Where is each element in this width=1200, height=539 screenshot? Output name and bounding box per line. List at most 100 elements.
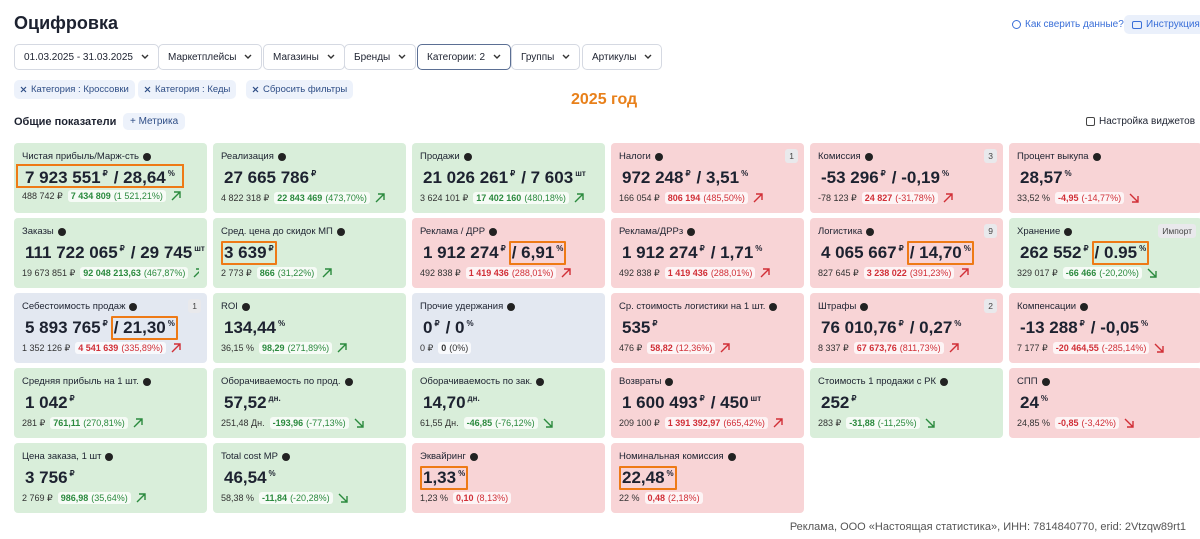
delta-percent: (473,70%) bbox=[325, 193, 367, 203]
main-value: 4 065 667 ₽/ 14,70% bbox=[818, 241, 995, 265]
value-text: / 21,30 bbox=[113, 318, 166, 337]
value-unit: % bbox=[466, 319, 474, 328]
delta-chip: -11,84 (-20,28%) bbox=[259, 492, 333, 504]
previous-value: 281 ₽ bbox=[22, 417, 46, 428]
instructions-button[interactable]: Инструкция bbox=[1124, 15, 1200, 34]
value-unit: ₽ bbox=[268, 244, 274, 253]
comparison-row: 281 ₽ 761,11 (270,81%) bbox=[22, 417, 199, 429]
delta-chip: 24 827 (-31,78%) bbox=[861, 192, 938, 204]
chevron bbox=[141, 54, 149, 59]
card-badge[interactable]: 9 bbox=[984, 224, 997, 238]
trend-arrow bbox=[773, 418, 783, 428]
delta-percent: (2,18%) bbox=[668, 493, 700, 503]
info-icon bbox=[277, 152, 286, 161]
value-unit: % bbox=[1040, 394, 1049, 403]
main-value: 262 552 ₽/ 0.95% bbox=[1017, 241, 1194, 265]
delta-chip: -46,85 (-76,12%) bbox=[463, 417, 538, 429]
card-badge[interactable]: 2 bbox=[984, 299, 997, 313]
filter-chip[interactable]: Категория : Кеды bbox=[138, 80, 237, 99]
delta-percent: (-76,12%) bbox=[495, 418, 535, 428]
delta-value: -31,88 bbox=[849, 418, 875, 428]
value-unit: ₽ bbox=[699, 244, 705, 253]
value-text: 1 600 493 bbox=[622, 393, 698, 412]
chip-label: Сбросить фильтры bbox=[263, 84, 348, 95]
widget-settings-button[interactable]: Настройка виджетов bbox=[1086, 116, 1195, 127]
previous-value: 8 337 ₽ bbox=[818, 342, 849, 353]
filter-dropdown[interactable]: Маркетплейсы bbox=[158, 44, 263, 70]
value-part: 57,52 дн. bbox=[221, 391, 284, 415]
value-text: 5 893 765 bbox=[25, 318, 101, 337]
delta-percent: (335,89%) bbox=[121, 343, 163, 353]
value-part: -13 288 ₽ bbox=[1017, 316, 1088, 340]
value-unit: дн. bbox=[268, 394, 281, 403]
chevron bbox=[562, 54, 570, 59]
annotation: 2025 год bbox=[571, 91, 638, 108]
card-title: Себестоимость продаж bbox=[22, 301, 199, 312]
add-metric-button[interactable]: + Метрика bbox=[123, 113, 186, 130]
arrow bbox=[171, 343, 181, 353]
value-text: 21 026 261 bbox=[423, 168, 509, 187]
info-icon bbox=[687, 227, 696, 236]
delta-value: 7 434 809 bbox=[70, 191, 111, 201]
value-unit: % bbox=[167, 319, 175, 328]
delta-value: 1 391 392,97 bbox=[667, 418, 721, 428]
instructions-icon bbox=[1132, 20, 1142, 29]
delta-chip: -31,88 (-11,25%) bbox=[846, 417, 920, 429]
value-part: 0 ₽ bbox=[420, 316, 443, 340]
value-unit: ₽ bbox=[119, 244, 125, 253]
info-icon bbox=[507, 302, 516, 311]
value-text: / 450 bbox=[710, 393, 749, 412]
card-title: Оборачиваемость по прод. bbox=[221, 376, 398, 387]
delta-value: -20 464,55 bbox=[1055, 343, 1099, 353]
help-icon bbox=[1012, 20, 1021, 29]
filter-dropdown[interactable]: Артикулы bbox=[582, 44, 663, 70]
delta-chip: 17 402 160 (480,18%) bbox=[473, 192, 569, 204]
arrow bbox=[543, 418, 553, 428]
help-link[interactable]: Как сверить данные? bbox=[1012, 19, 1124, 30]
card-title: Средняя прибыль на 1 шт. bbox=[22, 376, 199, 387]
filter-dropdown[interactable]: Магазины bbox=[263, 44, 345, 70]
value-unit: % bbox=[963, 244, 971, 253]
filter-label: 01.03.2025 - 31.03.2025 bbox=[24, 51, 133, 63]
metric-card: Средняя прибыль на 1 шт. 1 042 ₽281 ₽761,1… bbox=[14, 368, 207, 438]
arrow bbox=[720, 343, 731, 353]
value-text: 28,57 bbox=[1020, 168, 1063, 187]
info-icon bbox=[463, 152, 472, 161]
card-title: Стоимость 1 продажи с РК bbox=[818, 376, 995, 387]
card-badge[interactable]: Импорт bbox=[1158, 224, 1196, 238]
filter-dropdown[interactable]: Группы bbox=[511, 44, 581, 70]
filter-chip[interactable]: Сбросить фильтры bbox=[246, 80, 354, 99]
cross bbox=[252, 86, 259, 93]
value-unit: ₽ bbox=[898, 319, 904, 328]
delta-value: 761,11 bbox=[53, 418, 81, 428]
info-icon bbox=[654, 152, 663, 161]
value-text: / 14,70 bbox=[909, 243, 962, 262]
filter-chip[interactable]: Категория : Кроссовки bbox=[14, 80, 135, 99]
card-badge[interactable]: 1 bbox=[188, 299, 201, 313]
metric-card: Прочие удержания 0 ₽/ 0% 0 ₽0 (0%) bbox=[412, 293, 605, 363]
previous-value: -78 123 ₽ bbox=[818, 192, 857, 203]
card-badge[interactable]: 1 bbox=[785, 149, 798, 163]
value-part: / 28,64% bbox=[111, 166, 178, 190]
value-unit: ₽ bbox=[652, 319, 658, 328]
arrow bbox=[354, 418, 364, 428]
close-icon bbox=[252, 86, 259, 93]
filter-dropdown[interactable]: Категории: 2 bbox=[417, 44, 512, 70]
title-text: Компенсации bbox=[1017, 301, 1077, 312]
title-text: Заказы bbox=[22, 226, 54, 237]
chevron-icon bbox=[327, 54, 335, 59]
comparison-row: 476 ₽ 58,82 (12,36%) bbox=[619, 342, 796, 354]
delta-value: -46,85 bbox=[466, 418, 493, 428]
page-title: Оцифровка bbox=[14, 13, 118, 33]
previous-value: 3 624 101 ₽ bbox=[420, 192, 469, 203]
value-text: 24 bbox=[1020, 393, 1039, 412]
filter-dropdown[interactable]: Бренды bbox=[344, 44, 417, 70]
delta-value: 3 238 022 bbox=[866, 268, 907, 278]
info-icon bbox=[940, 377, 949, 386]
card-title: Сред. цена до скидок МП bbox=[221, 226, 398, 237]
value-part: 1 912 274 ₽ bbox=[420, 241, 509, 265]
value-text: / 0.95 bbox=[1094, 243, 1138, 262]
filter-dropdown[interactable]: 01.03.2025 - 31.03.2025 bbox=[14, 44, 159, 70]
card-badge[interactable]: 3 bbox=[984, 149, 997, 163]
